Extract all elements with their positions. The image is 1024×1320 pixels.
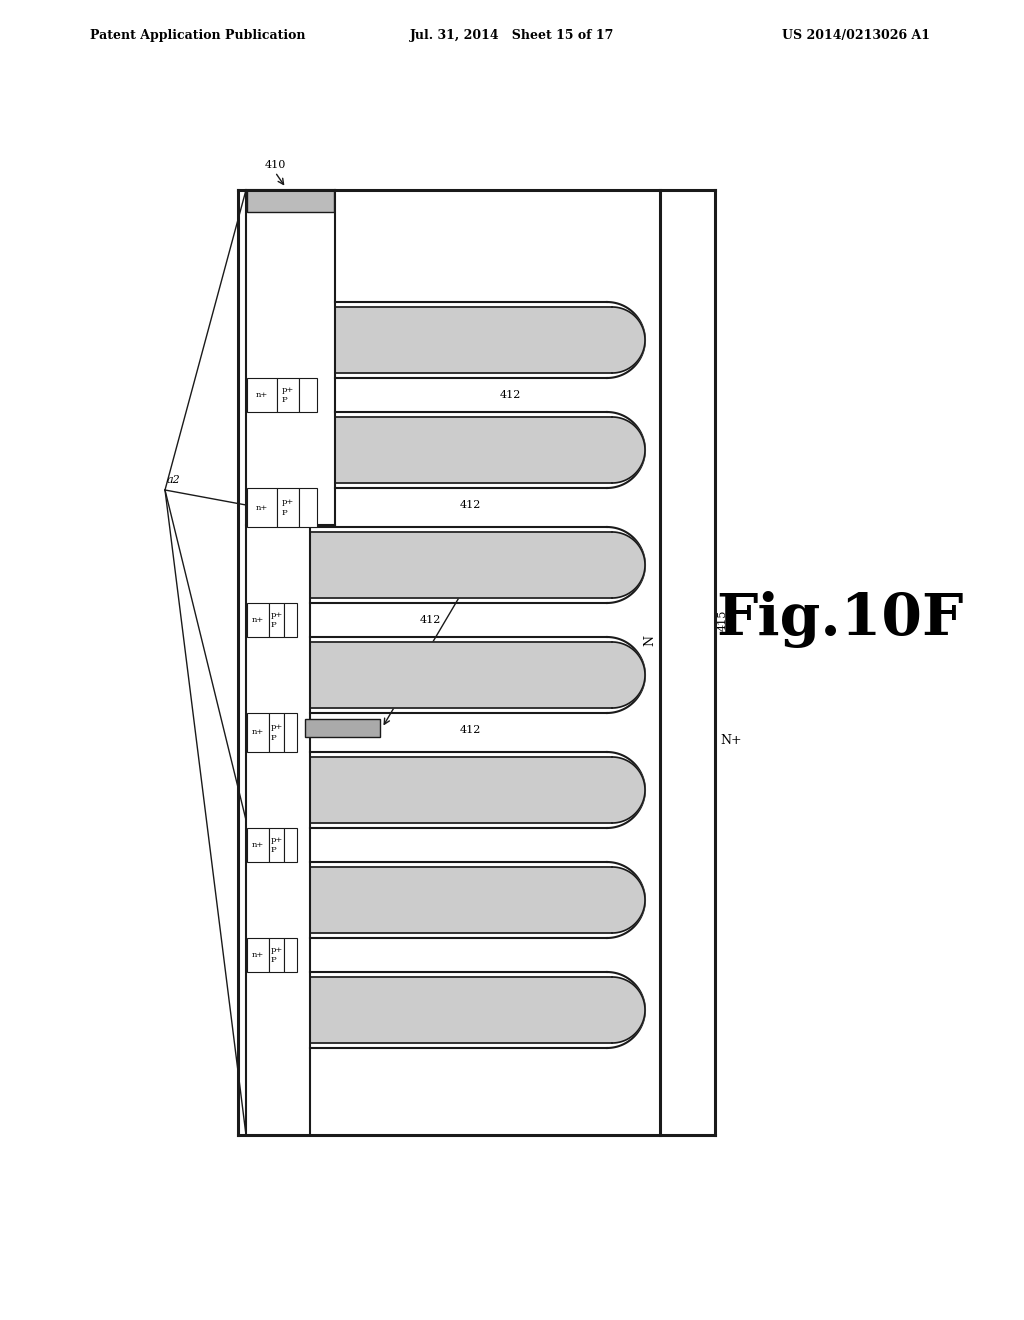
Text: p+: p+ xyxy=(270,836,283,843)
Bar xyxy=(247,713,268,752)
Bar xyxy=(247,488,278,527)
Text: n+: n+ xyxy=(252,729,264,737)
Polygon shape xyxy=(310,972,645,1048)
Bar xyxy=(299,378,316,412)
Bar xyxy=(268,713,285,752)
Text: Jul. 31, 2014   Sheet 15 of 17: Jul. 31, 2014 Sheet 15 of 17 xyxy=(410,29,614,41)
Text: p+: p+ xyxy=(270,611,283,619)
Text: P: P xyxy=(282,510,287,517)
Text: p+: p+ xyxy=(270,722,283,731)
Bar xyxy=(305,719,380,737)
Text: US 2014/0213026 A1: US 2014/0213026 A1 xyxy=(782,29,930,41)
Text: N: N xyxy=(643,635,656,645)
Polygon shape xyxy=(310,862,645,939)
Bar xyxy=(285,939,297,972)
Bar xyxy=(285,713,297,752)
Text: Fig.10F: Fig.10F xyxy=(717,591,964,648)
Text: n+: n+ xyxy=(252,841,264,849)
Text: 421: 421 xyxy=(385,447,407,457)
Polygon shape xyxy=(310,867,645,933)
Bar xyxy=(285,828,297,862)
Text: p+: p+ xyxy=(270,946,283,954)
Bar xyxy=(268,939,285,972)
Text: 422: 422 xyxy=(493,535,514,545)
Polygon shape xyxy=(310,756,645,822)
Bar xyxy=(247,603,268,638)
Text: Patent Application Publication: Patent Application Publication xyxy=(90,29,305,41)
Polygon shape xyxy=(310,527,645,603)
Text: n+: n+ xyxy=(252,616,264,624)
Text: 415: 415 xyxy=(718,610,728,631)
Text: 412: 412 xyxy=(500,389,521,400)
Bar xyxy=(247,828,268,862)
Bar xyxy=(285,603,297,638)
Text: a2: a2 xyxy=(166,475,180,484)
Text: P: P xyxy=(282,396,287,404)
Text: n+: n+ xyxy=(256,391,268,399)
Polygon shape xyxy=(335,308,645,374)
Text: 412: 412 xyxy=(420,615,441,624)
Text: P: P xyxy=(270,622,276,630)
Bar xyxy=(268,828,285,862)
Text: p+: p+ xyxy=(283,498,295,506)
Polygon shape xyxy=(335,417,645,483)
Polygon shape xyxy=(335,302,645,378)
Bar xyxy=(247,378,278,412)
Polygon shape xyxy=(310,638,645,713)
Text: 410: 410 xyxy=(265,160,287,170)
Bar xyxy=(247,939,268,972)
Text: 412: 412 xyxy=(460,500,481,510)
Text: n+: n+ xyxy=(256,503,268,511)
Polygon shape xyxy=(335,412,645,488)
Polygon shape xyxy=(310,642,645,708)
Bar xyxy=(299,488,316,527)
Text: N+: N+ xyxy=(720,734,741,747)
Text: P: P xyxy=(270,734,276,742)
Text: p+: p+ xyxy=(283,385,295,393)
Polygon shape xyxy=(310,977,645,1043)
Text: P: P xyxy=(270,846,276,854)
Polygon shape xyxy=(310,532,645,598)
Polygon shape xyxy=(310,752,645,828)
Text: 412: 412 xyxy=(460,725,481,735)
Bar xyxy=(278,378,299,412)
Bar xyxy=(278,488,299,527)
Text: n+: n+ xyxy=(252,950,264,960)
Bar xyxy=(247,190,334,213)
Text: P: P xyxy=(270,956,276,964)
Bar xyxy=(268,603,285,638)
Text: 421: 421 xyxy=(355,898,377,907)
